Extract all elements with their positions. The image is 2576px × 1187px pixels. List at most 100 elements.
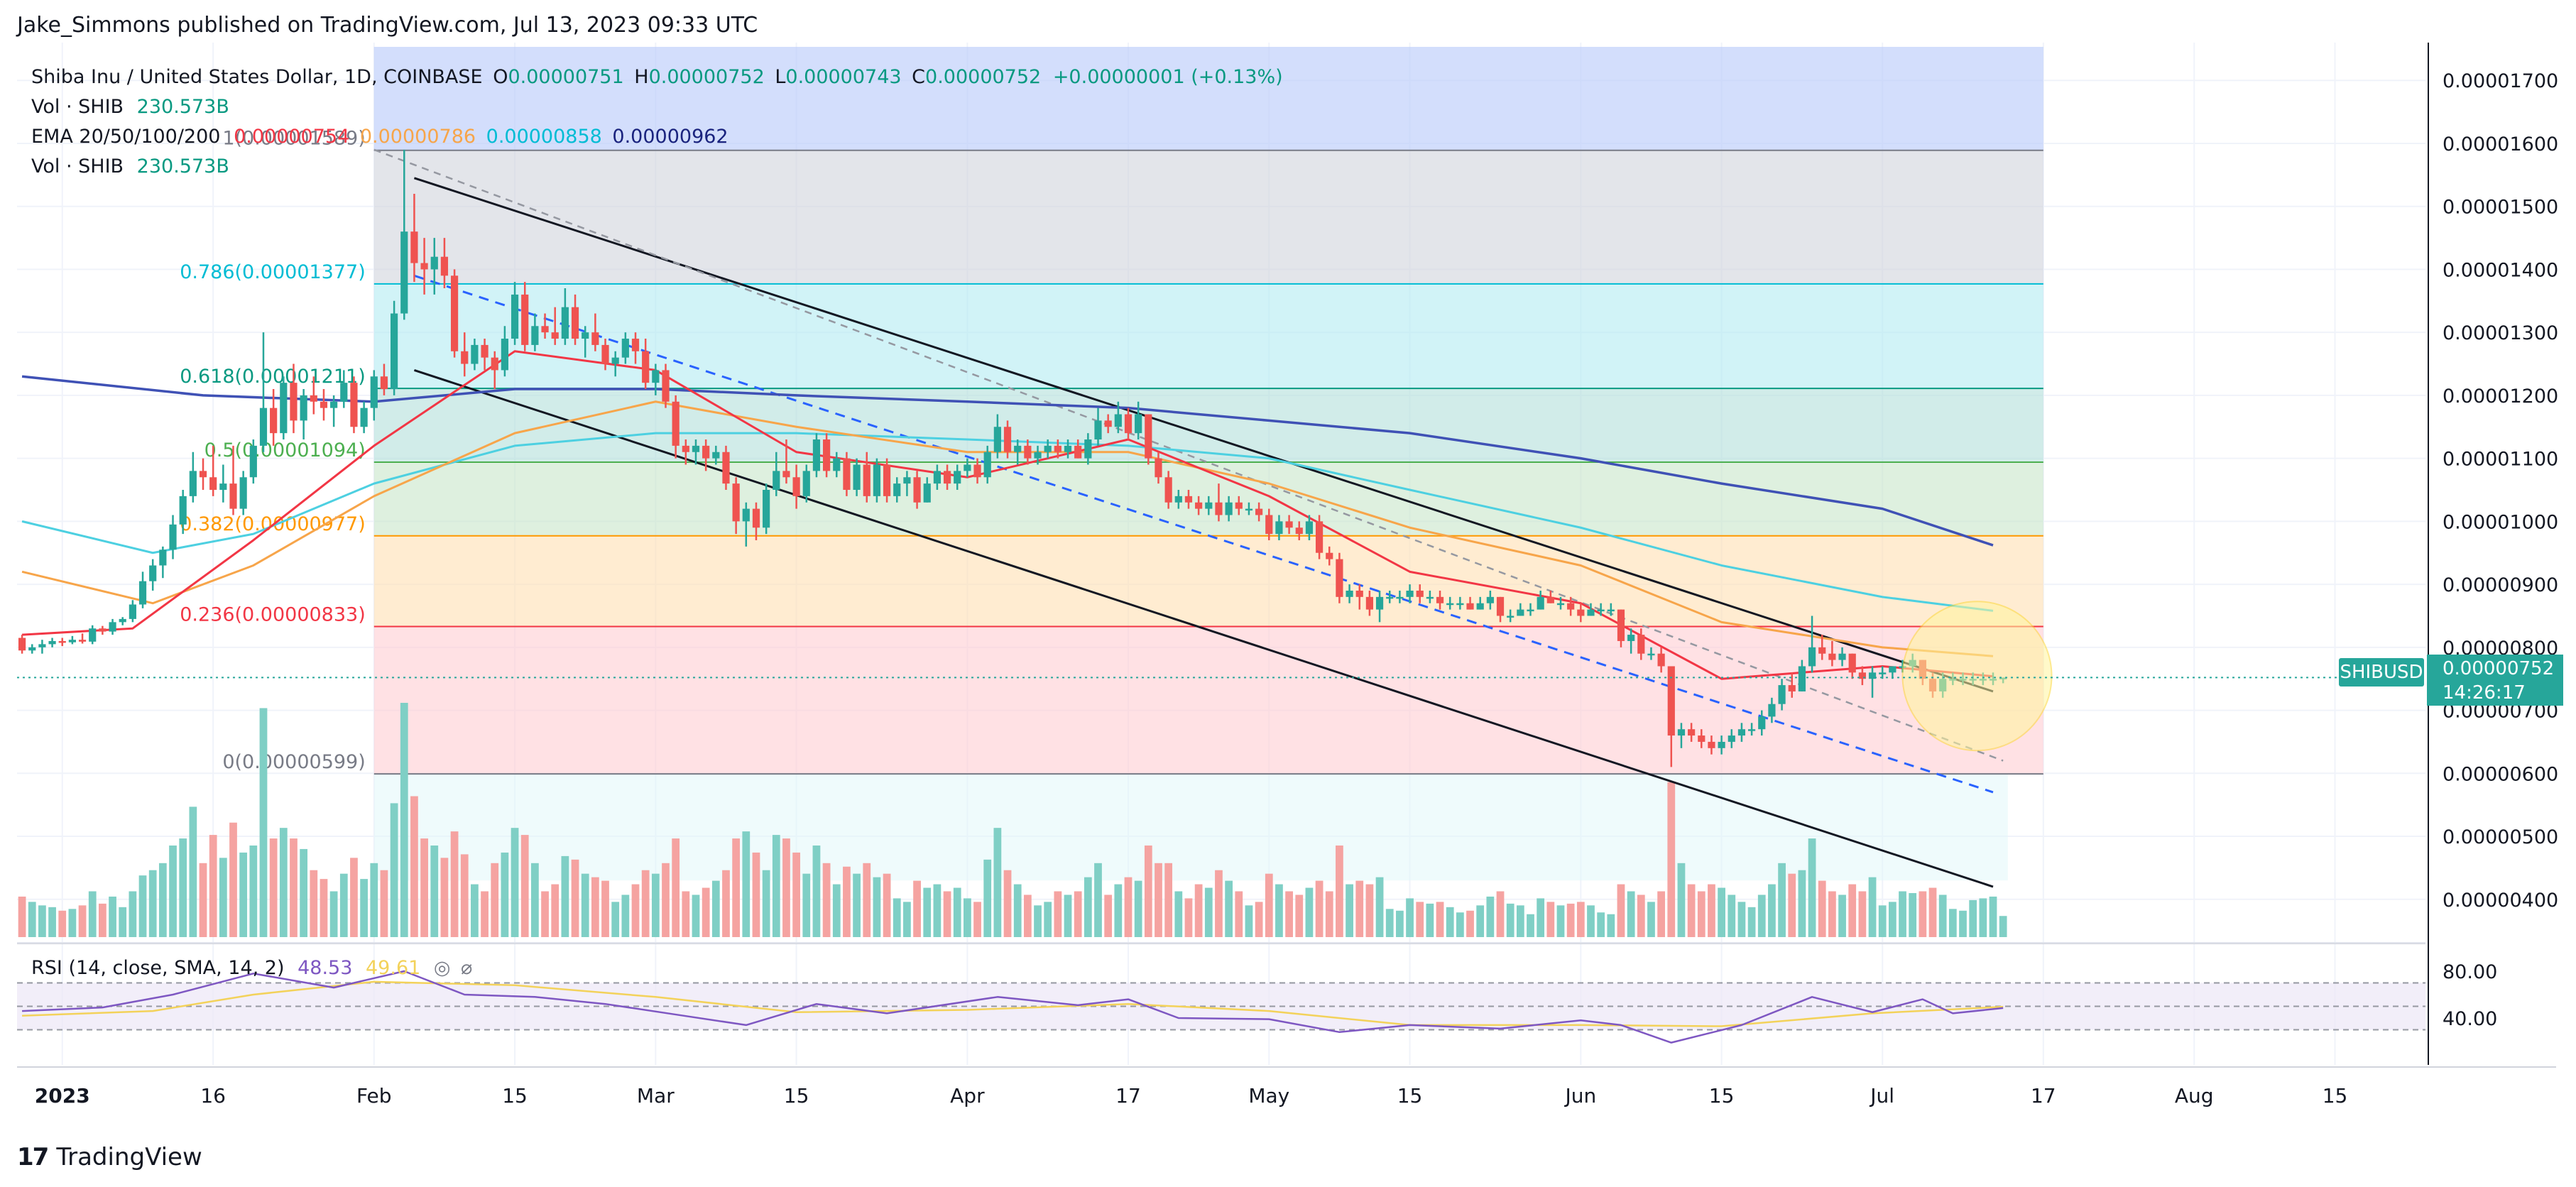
volume-bar	[1989, 896, 1997, 937]
candle-body	[1426, 596, 1434, 599]
candle-body	[219, 483, 227, 490]
volume-bar	[420, 838, 428, 937]
time-axis-tick-label: 2023	[35, 1084, 90, 1107]
candle-body	[1476, 603, 1484, 610]
candle-body	[1486, 596, 1494, 603]
fib-zone	[373, 626, 2043, 775]
high-value: 0.00000752	[648, 66, 765, 88]
volume-bar	[1044, 902, 1052, 937]
volume-bar	[1718, 887, 1725, 937]
volume-bar	[329, 891, 338, 937]
time-axis-tick-label: 16	[200, 1084, 226, 1107]
volume-bar	[1768, 884, 1776, 937]
candle-body	[551, 332, 559, 339]
candle-body	[229, 483, 237, 509]
volume-bar	[964, 898, 971, 937]
time-axis-tick-label: Aug	[2175, 1084, 2214, 1107]
channel-blue-dashed-line[interactable]	[413, 274, 1994, 794]
candle-body	[1627, 635, 1635, 641]
tradingview-logo[interactable]: 17 TradingView	[17, 1143, 202, 1171]
candle-body	[28, 647, 36, 651]
volume-bar	[1708, 884, 1715, 937]
volume-bar	[1245, 905, 1253, 937]
volume-bar	[129, 891, 137, 937]
channel-lower-line[interactable]	[413, 368, 1994, 888]
candle-body	[461, 351, 469, 364]
low-label: L	[775, 66, 786, 88]
volume-bar	[179, 838, 187, 937]
price-axis-tick-label: 0.00000400	[2443, 890, 2558, 912]
candle-body	[1808, 647, 1816, 667]
volume-bar	[1919, 891, 1927, 937]
candle-body	[1879, 672, 1887, 674]
volume-bar	[310, 870, 318, 937]
volume-bar	[1818, 880, 1826, 937]
ema-label[interactable]: EMA 20/50/100/200	[31, 126, 221, 148]
volume-bar	[1556, 905, 1565, 937]
trend-channel[interactable]	[373, 148, 2004, 888]
volume-bar	[1516, 905, 1524, 937]
candle-body	[1507, 616, 1515, 618]
volume-bar	[1225, 880, 1233, 937]
volume-bar	[581, 873, 589, 937]
volume-bar	[1537, 898, 1545, 937]
rsi-label[interactable]: RSI (14, close, SMA, 14, 2)	[31, 957, 285, 979]
fibonacci-retracement[interactable]: 1(0.00001589) 0.786(0.00001377) 0.618(0.00…	[180, 47, 2043, 881]
candle-body	[652, 370, 660, 383]
volume-bar	[279, 828, 288, 937]
candle-body	[712, 452, 720, 459]
candle-body	[491, 357, 498, 371]
volume-label[interactable]: Vol · SHIB	[31, 96, 124, 118]
volume-bar	[511, 828, 519, 937]
candle-body	[1677, 729, 1686, 736]
volume-bar	[189, 806, 197, 937]
close-label: C	[912, 66, 926, 88]
volume-bar	[1788, 873, 1796, 937]
volume-bar	[239, 852, 248, 937]
candle-body	[873, 464, 881, 496]
volume-bar	[863, 863, 871, 937]
symbol-title[interactable]: Shiba Inu / United States Dollar, 1D, CO…	[31, 66, 483, 88]
time-axis-tick-label: Mar	[637, 1084, 675, 1107]
candle-body	[903, 477, 911, 484]
candle-body	[521, 294, 529, 345]
volume-bar	[148, 870, 157, 937]
candle-body	[1155, 458, 1162, 478]
volume-bar	[390, 803, 398, 937]
eye-icon[interactable]: ◎	[433, 957, 451, 979]
volume-bar	[1737, 902, 1746, 937]
volume-bar	[48, 907, 56, 937]
channel-mid-dashed-line[interactable]	[373, 148, 2004, 762]
candle-body	[511, 294, 519, 339]
candle-body	[833, 458, 841, 471]
candle-body	[853, 464, 861, 490]
candle-body	[330, 401, 338, 408]
candle-body	[471, 344, 479, 364]
volume-bar	[1546, 902, 1555, 937]
volume-bar	[1355, 880, 1364, 937]
volume-label-2[interactable]: Vol · SHIB	[31, 155, 124, 177]
candle-body	[1355, 590, 1363, 597]
fib-level-label: 0.786(0.00001377)	[180, 261, 366, 283]
candle-body	[1336, 559, 1343, 597]
candle-body	[571, 307, 579, 339]
volume-bar	[1928, 887, 1937, 937]
volume-bar	[440, 858, 449, 937]
volume-bar	[1013, 884, 1022, 937]
volume-bar	[28, 902, 36, 937]
volume-bar	[873, 877, 881, 937]
volume-bar	[662, 863, 670, 937]
volume-bar	[1527, 914, 1534, 937]
volume-bar	[1697, 891, 1705, 937]
volume-bar	[38, 905, 46, 937]
candle-body	[259, 407, 268, 446]
volume-bar	[1757, 895, 1766, 937]
time-axis-tick-label: 17	[2031, 1084, 2056, 1107]
highlight-circle-shape	[1901, 601, 2053, 752]
volume-bar	[903, 902, 911, 937]
hidden-icon[interactable]: ⌀	[461, 957, 473, 979]
candle-body	[129, 604, 136, 619]
candle-body	[1074, 445, 1082, 459]
volume-bar	[109, 896, 116, 937]
